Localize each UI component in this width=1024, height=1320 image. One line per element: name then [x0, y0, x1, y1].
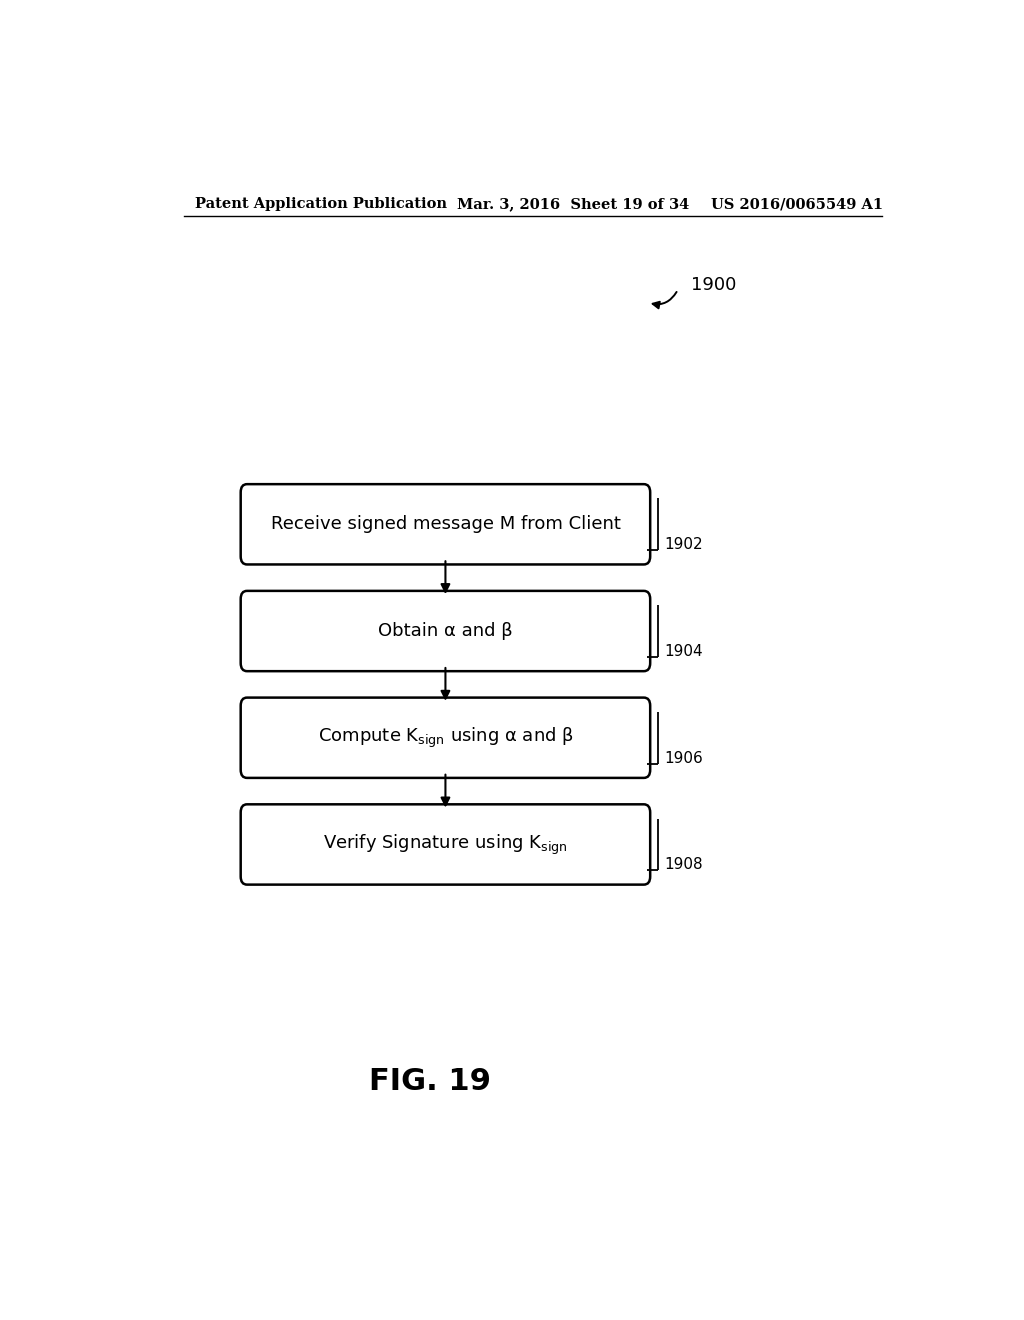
Text: Patent Application Publication: Patent Application Publication [196, 197, 447, 211]
Text: 1902: 1902 [665, 537, 703, 552]
Text: FIG. 19: FIG. 19 [369, 1067, 490, 1096]
FancyBboxPatch shape [241, 591, 650, 671]
Text: Verify Signature using K$_{\mathregular{sign}}$: Verify Signature using K$_{\mathregular{… [323, 833, 568, 857]
Text: Compute K$_{\mathregular{sign}}$ using α and β: Compute K$_{\mathregular{sign}}$ using α… [317, 726, 573, 750]
Text: 1900: 1900 [691, 276, 737, 294]
Text: 1904: 1904 [665, 644, 703, 659]
Text: Obtain α and β: Obtain α and β [378, 622, 513, 640]
Text: US 2016/0065549 A1: US 2016/0065549 A1 [712, 197, 884, 211]
Text: Mar. 3, 2016  Sheet 19 of 34: Mar. 3, 2016 Sheet 19 of 34 [458, 197, 689, 211]
FancyBboxPatch shape [241, 804, 650, 884]
Text: Receive signed message M from Client: Receive signed message M from Client [270, 515, 621, 533]
Text: 1906: 1906 [665, 751, 703, 766]
Text: 1908: 1908 [665, 858, 703, 873]
FancyBboxPatch shape [241, 484, 650, 565]
FancyBboxPatch shape [241, 697, 650, 777]
